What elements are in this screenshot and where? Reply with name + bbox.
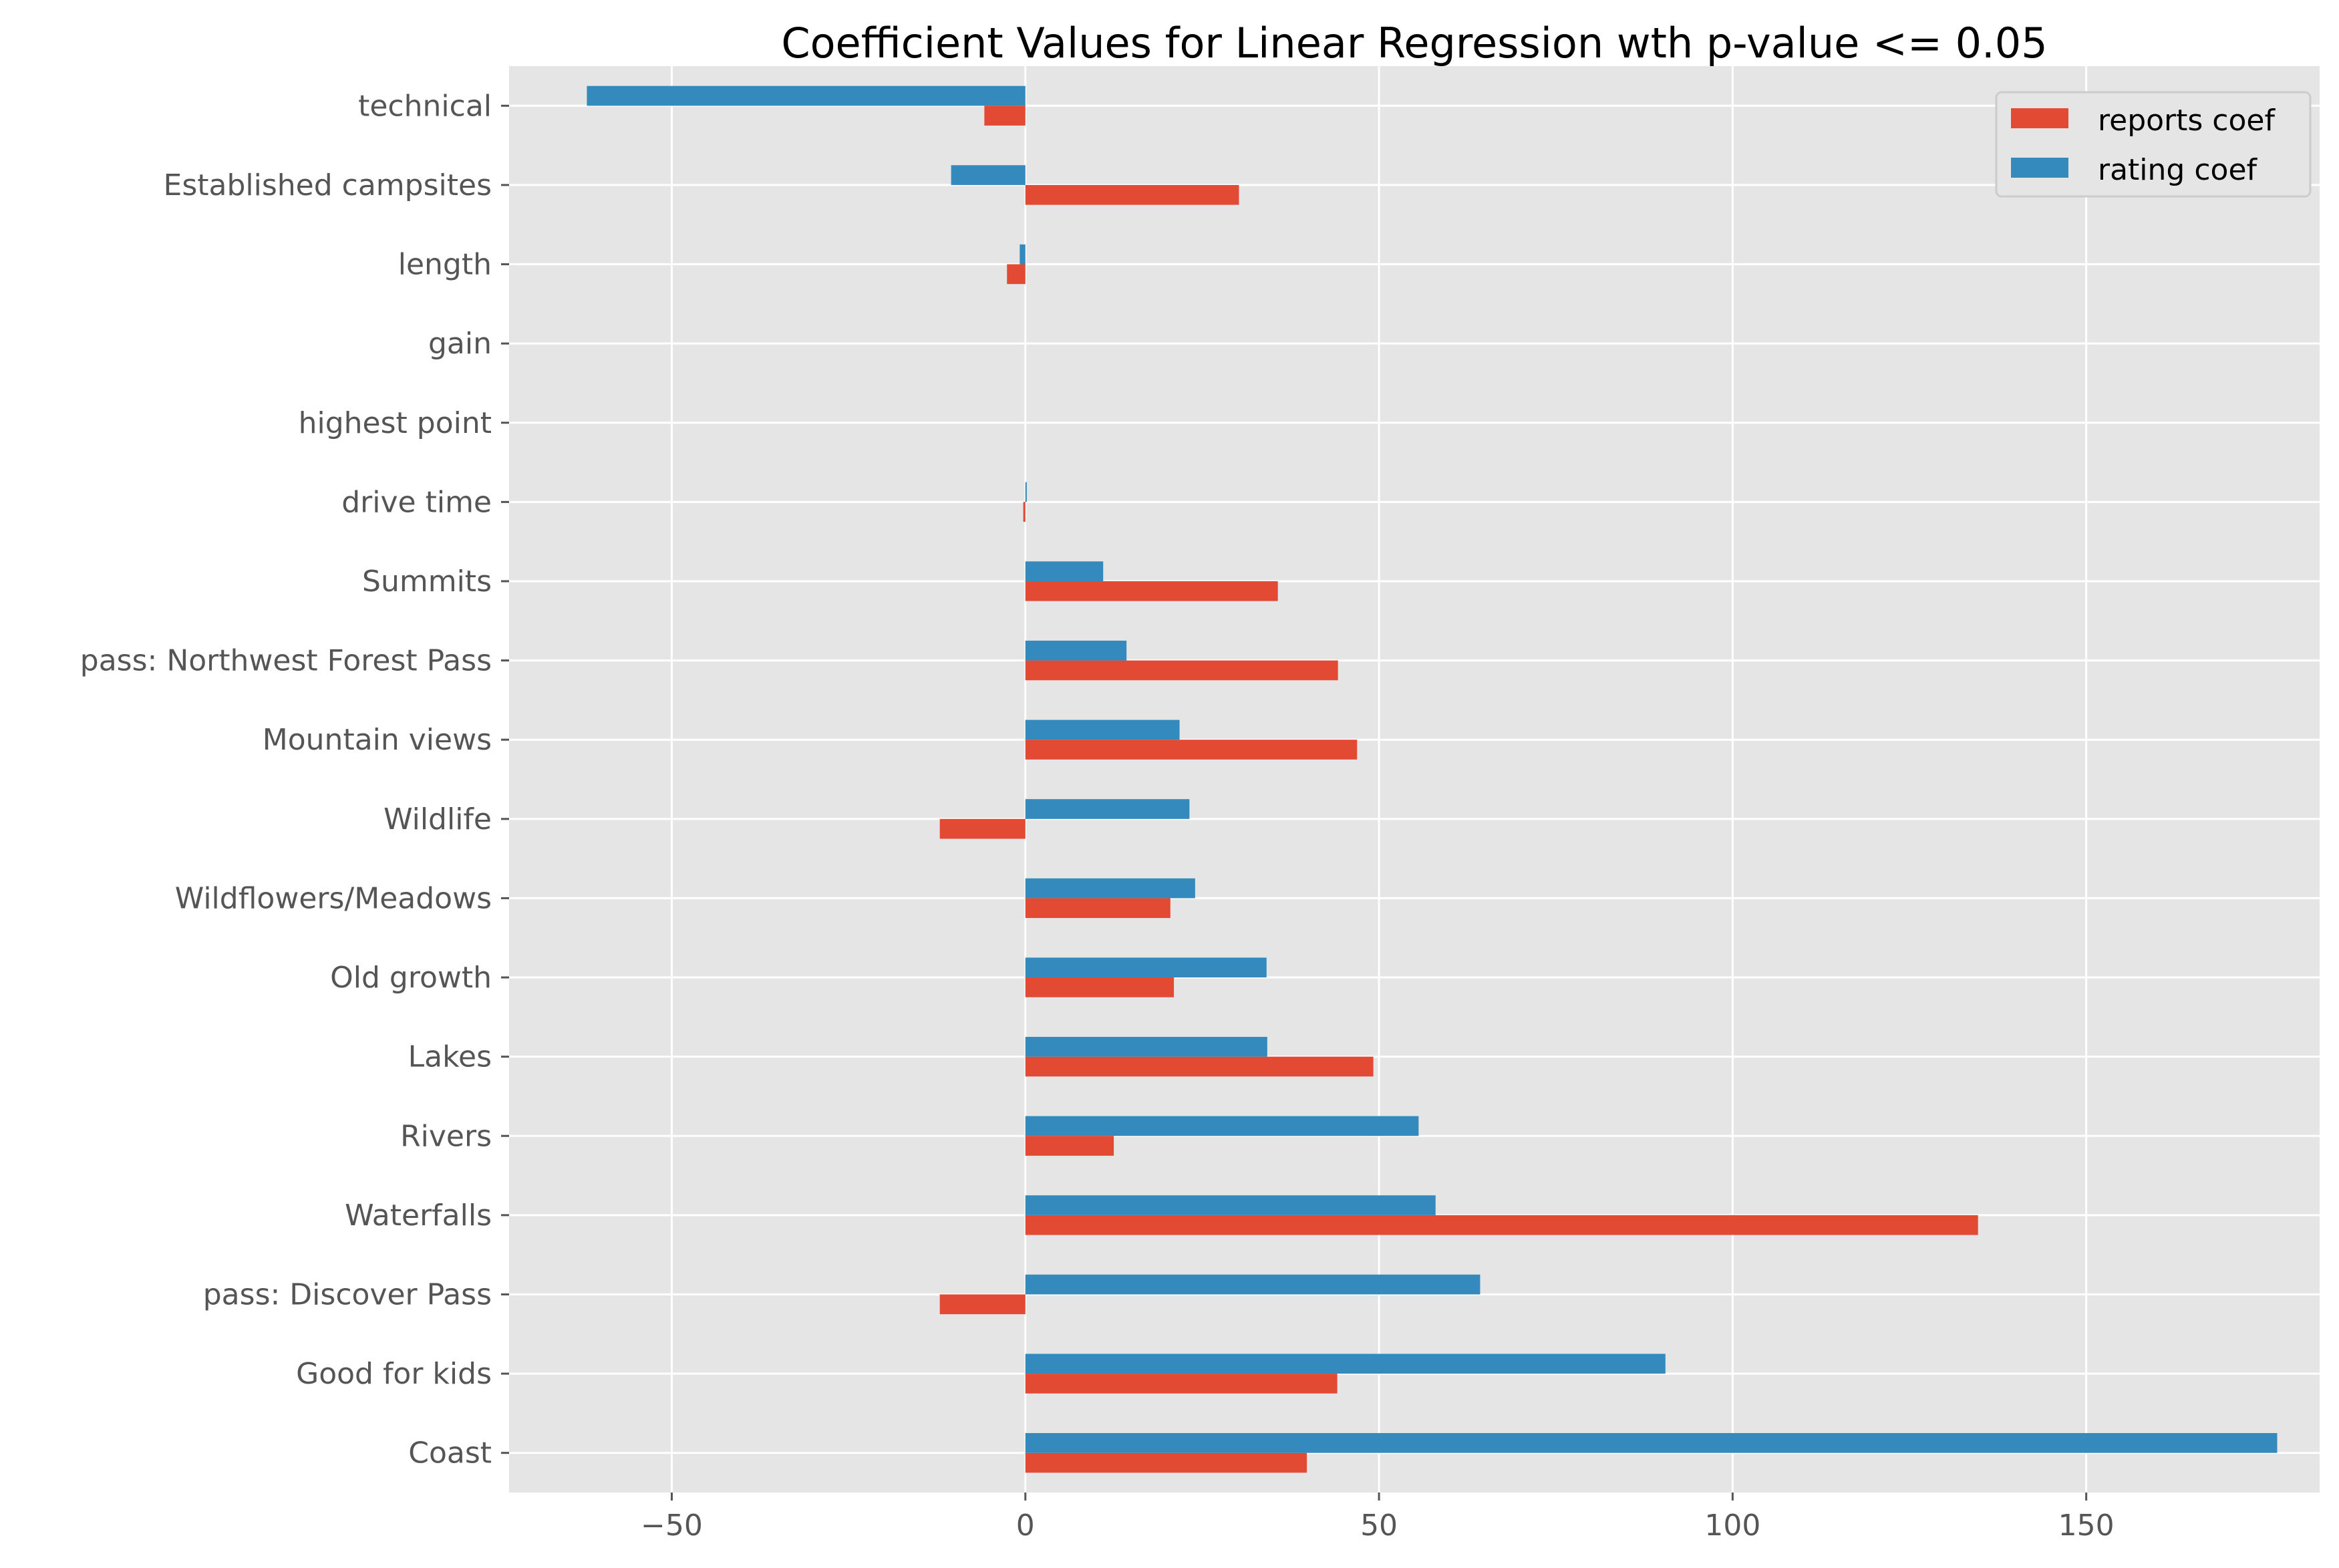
y-tick-label-good-for-kids: Good for kids (296, 1357, 492, 1391)
y-tick-label-mountain-views: Mountain views (263, 723, 492, 757)
bar-rating-coef-pass-northwest-forest-pass (1025, 640, 1127, 661)
plot-background (509, 66, 2320, 1493)
y-tick-label-gain: gain (428, 327, 492, 361)
legend-swatch-reports-coef (2011, 108, 2068, 128)
bar-reports-coef-good-for-kids (1025, 1374, 1338, 1394)
y-tick-label-pass-northwest-forest-pass: pass: Northwest Forest Pass (80, 644, 492, 678)
y-tick-label-pass-discover-pass: pass: Discover Pass (203, 1277, 492, 1311)
bar-rating-coef-wildflowers-meadows (1025, 878, 1195, 899)
bar-reports-coef-pass-northwest-forest-pass (1025, 660, 1338, 681)
bar-reports-coef-old-growth (1025, 977, 1175, 997)
axis-ticks: −50 0 50 100 150 technical Established campsit… (80, 89, 2115, 1543)
bar-rating-coef-mountain-views (1025, 720, 1180, 740)
y-tick-label-length: length (398, 248, 492, 282)
bar-reports-coef-technical (984, 106, 1026, 126)
legend-swatch-rating-coef (2011, 158, 2068, 178)
bar-rating-coef-length (1020, 244, 1026, 265)
y-tick-label-rivers: Rivers (400, 1119, 492, 1153)
bar-rating-coef-drive-time (1025, 482, 1027, 502)
legend-label-rating-coef: rating coef (2098, 153, 2258, 187)
bar-reports-coef-established-campsites (1025, 184, 1239, 205)
bar-rating-coef-pass-discover-pass (1025, 1274, 1480, 1295)
bar-rating-coef-waterfalls (1025, 1195, 1436, 1215)
legend-box (1995, 91, 2312, 198)
bar-reports-coef-drive-time (1023, 502, 1026, 522)
chart-title: Coefficient Values for Linear Regression… (781, 19, 2047, 67)
bar-reports-coef-pass-discover-pass (939, 1294, 1026, 1315)
bar-reports-coef-waterfalls (1025, 1215, 1978, 1235)
bar-rating-coef-lakes (1025, 1036, 1267, 1057)
y-tick-label-wildlife: Wildlife (383, 802, 492, 836)
bar-rating-coef-established-campsites (951, 165, 1026, 185)
y-tick-label-technical: technical (358, 89, 492, 123)
bar-rating-coef-old-growth (1025, 957, 1267, 978)
y-tick-label-lakes: Lakes (408, 1040, 492, 1074)
bar-reports-coef-mountain-views (1025, 740, 1358, 760)
bar-reports-coef-wildflowers-meadows (1025, 898, 1171, 919)
bars (587, 86, 2278, 1473)
y-tick-label-coast: Coast (408, 1436, 492, 1470)
bar-reports-coef-summits (1025, 581, 1278, 601)
x-tick-label: 150 (2058, 1509, 2115, 1543)
legend: reports coef rating coef (1995, 91, 2312, 198)
y-tick-label-highest-point: highest point (299, 406, 492, 440)
bar-reports-coef-coast (1025, 1452, 1307, 1473)
x-tick-label: 0 (1016, 1509, 1035, 1543)
legend-label-reports-coef: reports coef (2098, 104, 2276, 138)
x-tick-label: −50 (641, 1509, 703, 1543)
x-tick-label: 100 (1704, 1509, 1760, 1543)
bar-rating-coef-summits (1025, 561, 1104, 581)
bar-reports-coef-lakes (1025, 1056, 1374, 1077)
y-tick-label-established-campsites: Established campsites (164, 168, 492, 202)
y-tick-label-drive-time: drive time (341, 485, 492, 519)
bar-rating-coef-good-for-kids (1025, 1354, 1666, 1374)
bar-reports-coef-rivers (1025, 1136, 1114, 1156)
y-tick-label-old-growth: Old growth (330, 961, 492, 995)
bar-reports-coef-wildlife (939, 818, 1026, 839)
y-tick-label-wildflowers-meadows: Wildflowers/Meadows (175, 881, 492, 915)
bar-rating-coef-rivers (1025, 1116, 1419, 1136)
y-tick-label-summits: Summits (362, 565, 492, 599)
bar-reports-coef-length (1007, 264, 1026, 285)
y-tick-label-waterfalls: Waterfalls (345, 1199, 492, 1233)
bar-rating-coef-coast (1025, 1433, 2278, 1453)
x-tick-label: 50 (1360, 1509, 1398, 1543)
bar-rating-coef-wildlife (1025, 799, 1190, 819)
bar-rating-coef-technical (587, 86, 1026, 106)
